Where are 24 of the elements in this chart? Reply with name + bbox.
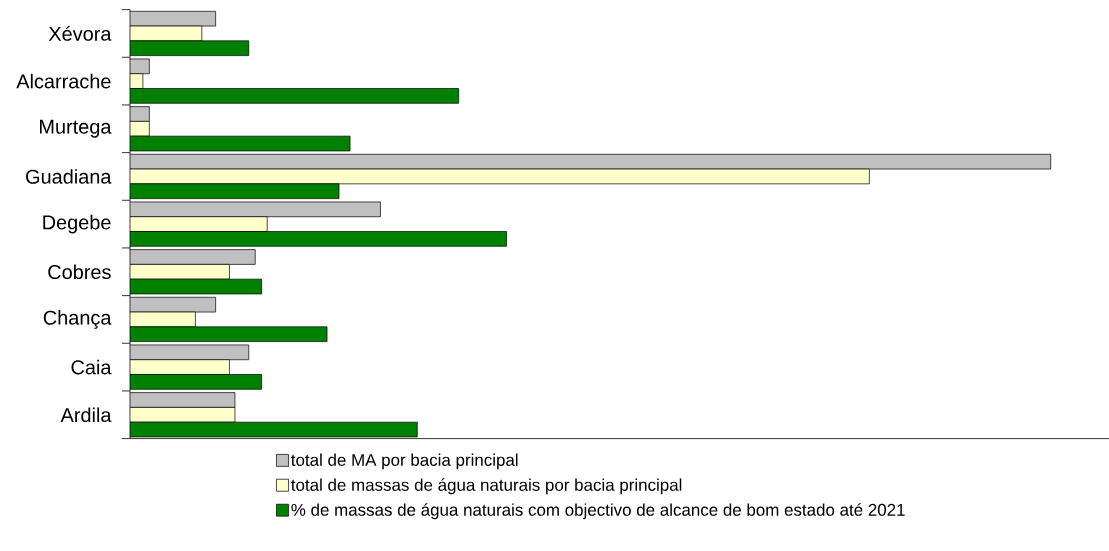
legend-label: % de massas de água naturais com objectivo de alcance de bom estado até 2021 <box>291 503 905 520</box>
y-tick-label: Chança <box>43 310 112 329</box>
y-tick-label: Guadiana <box>26 169 112 184</box>
y-tick-label: Murtega <box>40 119 112 138</box>
bar <box>130 249 256 265</box>
bar <box>130 216 268 232</box>
y-tick-label: Degebe <box>43 214 111 234</box>
legend-label: total de massas de água naturais por bacia principal <box>291 478 682 495</box>
bar <box>130 183 340 199</box>
bar <box>130 359 230 375</box>
legend-label: total de MA por bacia principal <box>291 453 518 470</box>
y-tick-label: Xévora <box>48 26 112 41</box>
bar <box>130 326 328 342</box>
bar <box>130 40 250 56</box>
bar <box>130 231 507 247</box>
bar <box>130 392 236 408</box>
bar <box>130 264 230 280</box>
bar <box>130 407 236 423</box>
y-tick-label: Alcarrache <box>16 73 111 89</box>
y-tick-label: Caia <box>71 359 112 375</box>
bar <box>130 88 460 104</box>
y-tick-label: Ardila <box>60 407 112 423</box>
y-tick-label: Cobres <box>48 264 111 280</box>
bar <box>130 374 263 390</box>
